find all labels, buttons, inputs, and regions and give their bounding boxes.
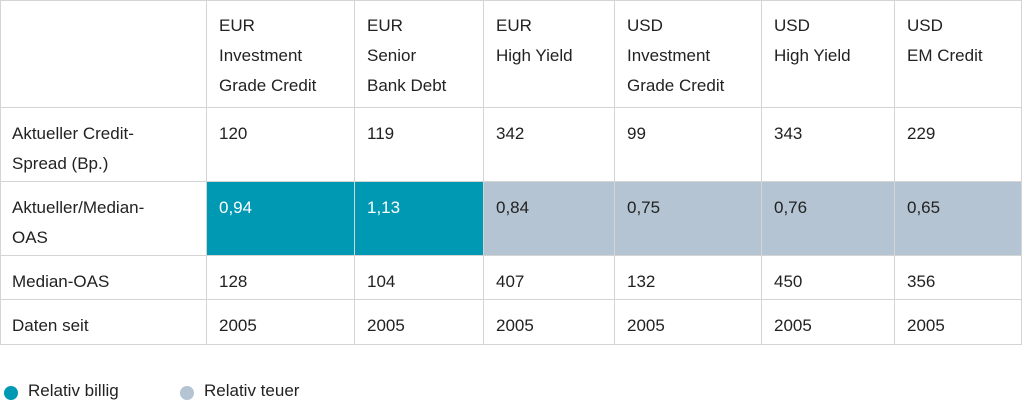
cell-text: 2005 [907, 316, 945, 335]
row-label: Aktueller/Median- OAS [0, 182, 207, 256]
data-cell: 356 [895, 256, 1022, 300]
cell-text: 2005 [774, 316, 812, 335]
legend-marker [4, 386, 18, 400]
data-cell: 0,76 [762, 182, 895, 256]
cell-text: USD [627, 16, 663, 35]
cell-text: Grade Credit [627, 76, 725, 95]
data-cell: 229 [895, 108, 1022, 182]
cell-text: High Yield [774, 46, 851, 65]
cell-text: Median-OAS [12, 272, 110, 291]
cell-text: 407 [496, 272, 525, 291]
cell-text: 1,13 [367, 198, 401, 217]
data-cell: 2005 [484, 300, 615, 345]
header-cell [0, 0, 207, 108]
header-cell: EUR Senior Bank Debt [355, 0, 484, 108]
cell-text: 99 [627, 124, 646, 143]
cell-text: EM Credit [907, 46, 983, 65]
cell-text: OAS [12, 228, 48, 247]
cell-text: 2005 [496, 316, 534, 335]
data-cell: 2005 [207, 300, 355, 345]
cell-text: 132 [627, 272, 656, 291]
header-cell: USD EM Credit [895, 0, 1022, 108]
cell-text: 356 [907, 272, 936, 291]
cell-text: 2005 [219, 316, 257, 335]
data-cell: 2005 [895, 300, 1022, 345]
cell-text: Grade Credit [219, 76, 317, 95]
cell-text: EUR [367, 16, 403, 35]
cell-text: 229 [907, 124, 936, 143]
header-cell: USD High Yield [762, 0, 895, 108]
data-cell: 1,13 [355, 182, 484, 256]
cell-text: EUR [496, 16, 532, 35]
cell-text: USD [774, 16, 810, 35]
cell-text: 0,76 [774, 198, 808, 217]
cell-text: Aktueller/Median- [12, 198, 145, 217]
data-cell: 99 [615, 108, 762, 182]
data-cell: 450 [762, 256, 895, 300]
cell-text: 2005 [367, 316, 405, 335]
data-cell: 119 [355, 108, 484, 182]
cell-text: Investment [219, 46, 303, 65]
cell-text: Daten seit [12, 316, 89, 335]
data-cell: 407 [484, 256, 615, 300]
cell-text: 450 [774, 272, 803, 291]
data-cell: 0,65 [895, 182, 1022, 256]
data-cell: 120 [207, 108, 355, 182]
row-label: Daten seit [0, 300, 207, 345]
legend-label: Relativ billig [28, 381, 119, 400]
data-cell: 0,75 [615, 182, 762, 256]
cell-text: Investment [627, 46, 711, 65]
data-cell: 0,84 [484, 182, 615, 256]
row-label: Aktueller Credit- Spread (Bp.) [0, 108, 207, 182]
data-cell: 343 [762, 108, 895, 182]
data-cell: 128 [207, 256, 355, 300]
cell-text: 119 [367, 124, 395, 143]
data-cell: 2005 [762, 300, 895, 345]
data-cell: 2005 [355, 300, 484, 345]
data-cell: 0,94 [207, 182, 355, 256]
cell-text: USD [907, 16, 943, 35]
cell-text: 0,94 [219, 198, 253, 217]
cell-text: 0,75 [627, 198, 661, 217]
cell-text: Spread (Bp.) [12, 154, 109, 173]
legend-label: Relativ teuer [204, 381, 300, 400]
cell-text: EUR [219, 16, 255, 35]
row-label: Median-OAS [0, 256, 207, 300]
cell-text: 0,65 [907, 198, 941, 217]
cell-text: 128 [219, 272, 248, 291]
data-cell: 104 [355, 256, 484, 300]
cell-text: Senior [367, 46, 417, 65]
header-cell: USD Investment Grade Credit [615, 0, 762, 108]
data-cell: 2005 [615, 300, 762, 345]
cell-text: Aktueller Credit- [12, 124, 134, 143]
cell-text: 342 [496, 124, 525, 143]
cell-text: High Yield [496, 46, 573, 65]
cell-text: 104 [367, 272, 396, 291]
header-cell: EUR High Yield [484, 0, 615, 108]
cell-text: 2005 [627, 316, 665, 335]
data-cell: 132 [615, 256, 762, 300]
cell-text: Bank Debt [367, 76, 447, 95]
cell-text: 120 [219, 124, 248, 143]
header-cell: EUR Investment Grade Credit [207, 0, 355, 108]
cell-text: 343 [774, 124, 803, 143]
legend-marker [180, 386, 194, 400]
cell-text: 0,84 [496, 198, 530, 217]
data-cell: 342 [484, 108, 615, 182]
